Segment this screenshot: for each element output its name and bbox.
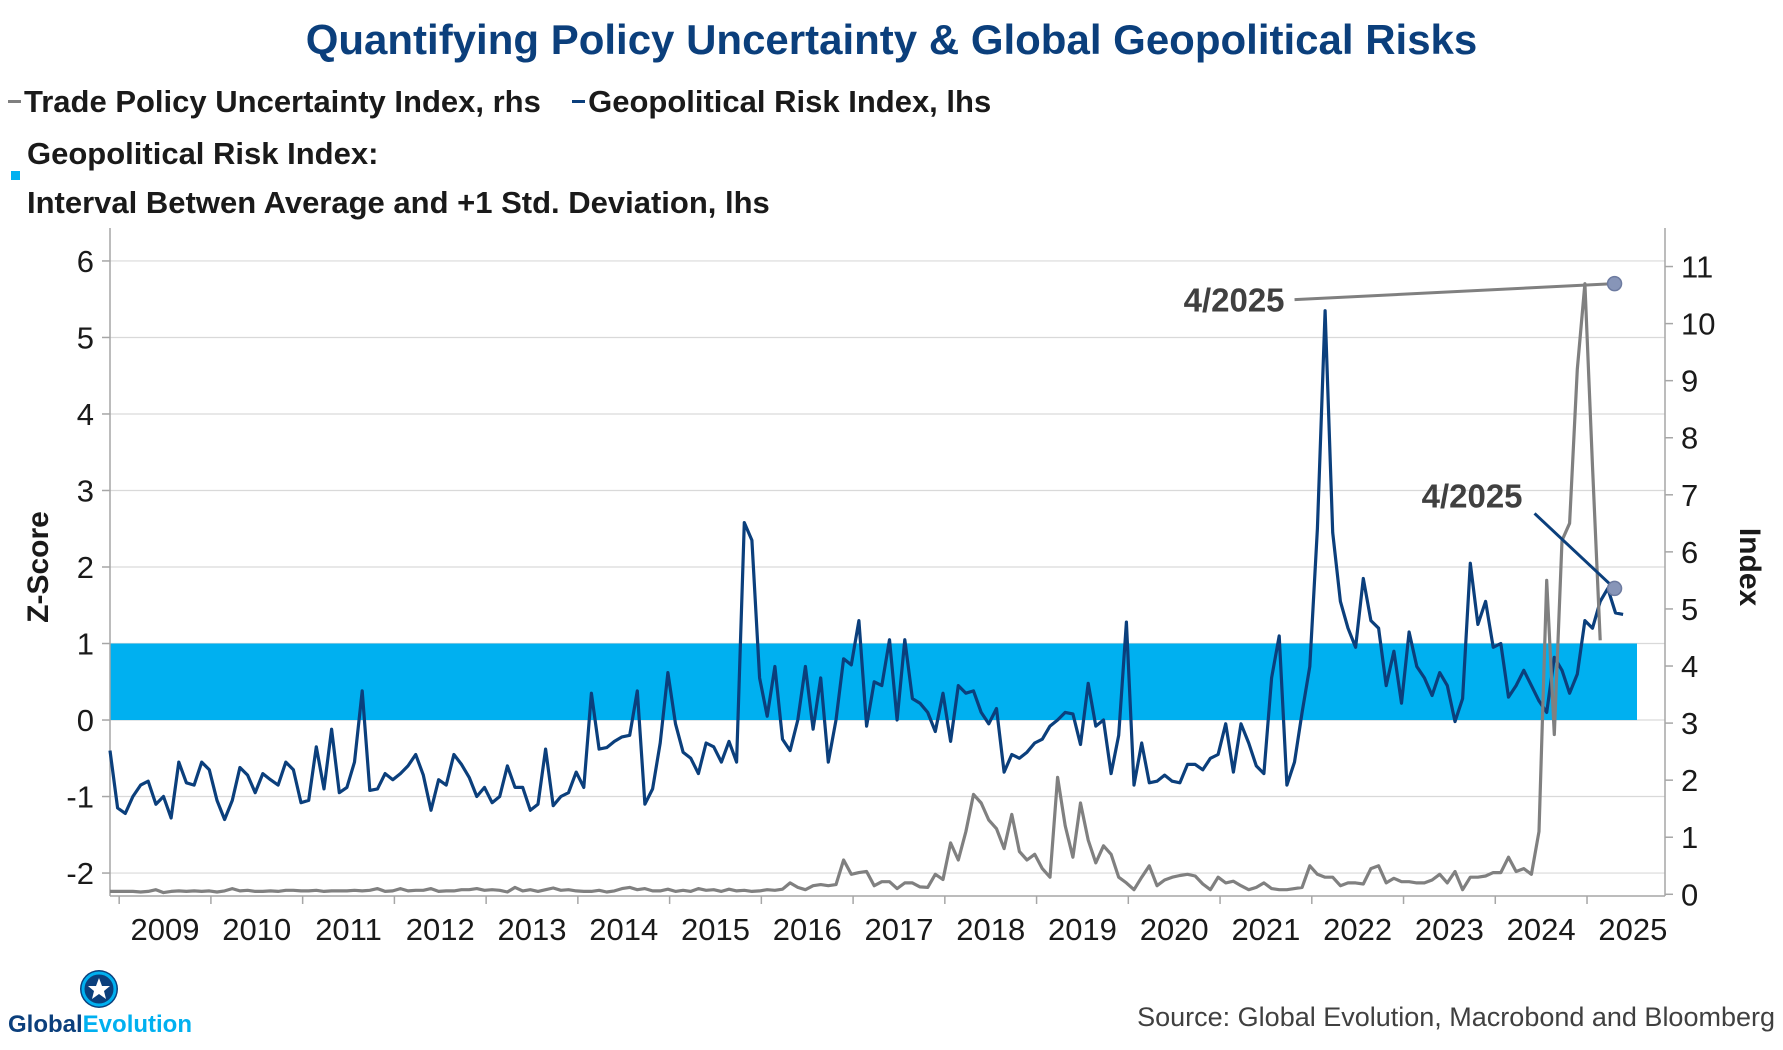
right-tick-label: 1	[1681, 820, 1698, 855]
annotation-marker	[1606, 580, 1623, 597]
x-tick-label: 2021	[1231, 912, 1300, 947]
annotations: 4/2025 4/2025	[1184, 275, 1623, 597]
logo-text-global: Global	[8, 1011, 83, 1038]
series-lines	[108, 282, 1624, 895]
x-tick-label: 2012	[406, 912, 475, 947]
x-tick-label: 2016	[773, 912, 842, 947]
logo-text-evolution: Evolution	[82, 1011, 192, 1038]
left-tick-label: -1	[66, 780, 94, 815]
logo-wordmark: GlobalEvolution	[8, 1011, 192, 1039]
left-tick-label: 5	[77, 320, 94, 355]
right-tick-label: 7	[1681, 478, 1698, 513]
x-tick-label: 2019	[1048, 912, 1117, 947]
x-tick-label: 2023	[1415, 912, 1484, 947]
left-tick-label: 4	[77, 397, 94, 432]
right-tick-label: 2	[1681, 763, 1698, 798]
x-tick-label: 2022	[1323, 912, 1392, 947]
x-tick-label: 2014	[589, 912, 658, 947]
left-tick-label: 0	[77, 703, 94, 738]
y-axis-title: Z-Score	[22, 511, 55, 623]
right-tick-label: 10	[1681, 307, 1715, 342]
annotation-label: 4/2025	[1422, 477, 1523, 514]
axes: -2 -1 0 1 2 3 4 5 6 0 1 2 3 4 5 6 7 8 9 10 11 2009 2010 2011 201…	[22, 228, 1766, 947]
left-tick-label: 3	[77, 473, 94, 508]
source-note: Source: Global Evolution, Macrobond and …	[1137, 1002, 1775, 1032]
left-tick-label: 6	[77, 244, 94, 279]
legend-band-swatch	[11, 171, 20, 180]
right-tick-label: 9	[1681, 364, 1698, 399]
x-tick-label: 2018	[956, 912, 1025, 947]
legend-geo-label: Geopolitical Risk Index, lhs	[588, 84, 992, 119]
x-tick-label: 2015	[681, 912, 750, 947]
x-tick-label: 2011	[315, 912, 382, 947]
legend-geo-swatch	[572, 100, 586, 104]
x-tick-label: 2009	[131, 912, 200, 947]
star-globe-icon	[81, 971, 117, 1007]
legend-trade-swatch	[8, 100, 21, 104]
right-tick-label: 4	[1681, 649, 1698, 684]
right-tick-label: 0	[1681, 877, 1698, 912]
x-tick-label: 2024	[1507, 912, 1576, 947]
logo-icon	[80, 970, 118, 1008]
right-tick-label: 5	[1681, 592, 1698, 627]
annotation-label: 4/2025	[1184, 282, 1285, 319]
legend: Trade Policy Uncertainty Index, rhs Geop…	[8, 84, 991, 120]
right-tick-label: 3	[1681, 706, 1698, 741]
annotation-marker	[1606, 275, 1623, 292]
x-tick-label: 2020	[1140, 912, 1209, 947]
left-tick-label: -2	[66, 856, 94, 891]
chart-title: Quantifying Policy Uncertainty & Global …	[305, 16, 1478, 63]
legend-band-label-2: Interval Betwen Average and +1 Std. Devi…	[27, 185, 770, 220]
x-tick-label: 2010	[222, 912, 291, 947]
geopolitical-risk-line	[108, 309, 1624, 822]
x-tick-label: 2017	[864, 912, 933, 947]
annotation-leader	[1294, 282, 1615, 302]
legend-band-label-1: Geopolitical Risk Index:	[27, 136, 379, 171]
right-tick-label: 6	[1681, 535, 1698, 570]
trade-policy-line	[110, 282, 1602, 895]
x-tick-label: 2013	[498, 912, 567, 947]
left-tick-label: 1	[77, 627, 94, 662]
right-tick-label: 8	[1681, 421, 1698, 456]
legend-trade-label: Trade Policy Uncertainty Index, rhs	[24, 84, 541, 119]
gridlines	[110, 260, 1665, 874]
y2-axis-title: Index	[1733, 528, 1766, 607]
left-tick-label: 2	[77, 550, 94, 585]
x-tick-label: 2025	[1598, 912, 1667, 947]
right-tick-label: 11	[1681, 250, 1713, 285]
annotation-leader	[1533, 512, 1616, 590]
